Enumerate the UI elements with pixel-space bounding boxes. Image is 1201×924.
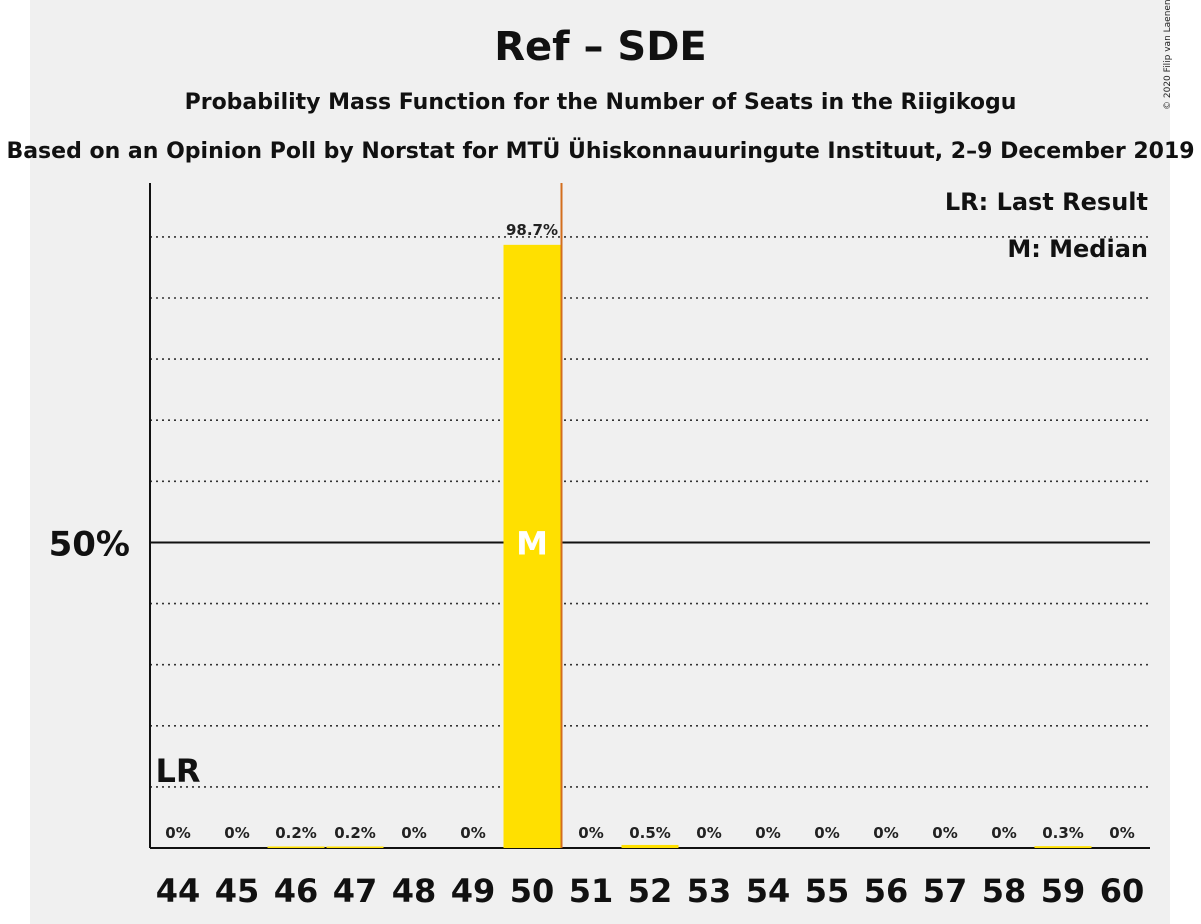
x-tick-label: 56 [864,872,909,910]
x-tick-label: 49 [451,872,496,910]
x-tick-label: 50 [510,872,555,910]
bar [267,846,325,848]
data-label: 0% [991,824,1016,842]
data-label: 0.2% [275,824,317,842]
x-tick-label: 47 [333,872,378,910]
x-tick-label: 57 [923,872,968,910]
data-label: 0% [873,824,898,842]
x-tick-label: 48 [392,872,437,910]
data-label: 0% [401,824,426,842]
bar [503,244,561,849]
data-label: 0% [1109,824,1134,842]
x-tick-label: 51 [569,872,614,910]
legend-entry: M: Median [1007,235,1148,263]
chart-subtitle: Probability Mass Function for the Number… [184,90,1017,115]
bar [1034,846,1092,848]
data-label: 0.2% [334,824,376,842]
chart-subtitle-source: Based on an Opinion Poll by Norstat for … [6,139,1195,164]
median-marker: M [516,524,548,562]
x-tick-label: 59 [1041,872,1086,910]
last-result-marker: LR [155,752,200,790]
data-label: 0% [696,824,721,842]
data-label: 0% [755,824,780,842]
x-tick-label: 55 [805,872,850,910]
data-label: 0% [224,824,249,842]
x-tick-label: 53 [687,872,732,910]
x-tick-label: 46 [274,872,319,910]
x-tick-label: 52 [628,872,673,910]
legend-entry: LR: Last Result [945,188,1148,216]
x-tick-label: 45 [215,872,260,910]
bar [326,846,384,848]
data-label: 0% [460,824,485,842]
x-tick-label: 58 [982,872,1027,910]
data-label: 0% [165,824,190,842]
data-label: 0.3% [1042,824,1084,842]
data-label: 0.5% [629,824,671,842]
chart-title: Ref – SDE [494,24,707,70]
data-label: 0% [932,824,957,842]
y-tick-label: 50% [49,524,130,564]
bar [621,844,679,848]
x-tick-label: 60 [1100,872,1145,910]
data-label: 98.7% [506,221,558,239]
x-tick-label: 54 [746,872,791,910]
data-label: 0% [814,824,839,842]
chart-background [30,0,1170,924]
data-label: 0% [578,824,603,842]
x-tick-label: 44 [156,872,201,910]
